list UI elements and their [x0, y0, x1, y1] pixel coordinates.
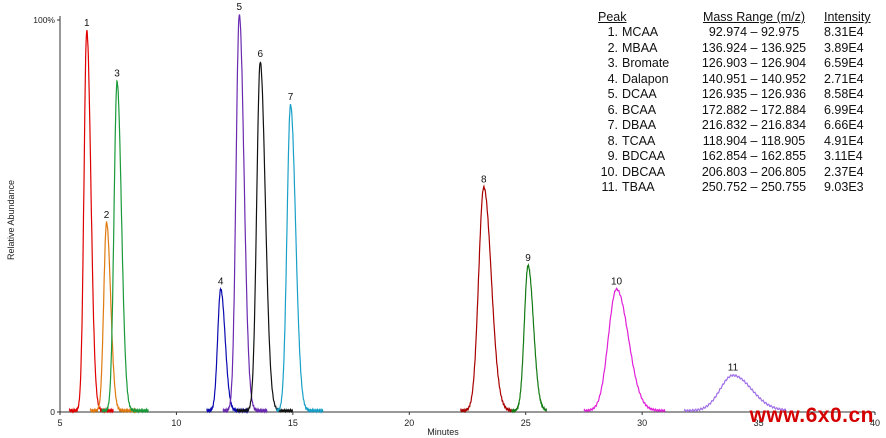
peak-trace-10: [583, 287, 666, 413]
peak-table-row: 3. Bromate 126.903 – 126.904 6.59E4: [598, 56, 880, 72]
mass-range-value: 216.832 – 216.834: [701, 118, 807, 132]
peak-number: 7.: [607, 118, 618, 132]
x-tick-label: 30: [637, 418, 647, 428]
analyte-name: Bromate: [622, 56, 670, 70]
peak-number: 8.: [607, 133, 618, 148]
analyte-name: BDCAA: [622, 149, 666, 163]
mass-range-value: 172.882 – 172.884: [701, 102, 807, 117]
peak-trace-11: [683, 373, 787, 413]
intensity-value: 6.99E4: [824, 102, 864, 117]
x-axis-label: Minutes: [427, 427, 459, 437]
peak-label-10: 10: [611, 276, 623, 287]
analyte-name: DCAA: [622, 87, 657, 101]
y-axis-label: Relative Abundance: [6, 180, 16, 260]
intensity-value: 2.37E4: [824, 164, 864, 179]
peak-table-row: 4. Dalapon 140.951 – 140.952 2.71E4: [598, 72, 880, 88]
peak-label-7: 7: [288, 92, 294, 103]
peak-label-9: 9: [525, 253, 531, 264]
analyte-name: Dalapon: [622, 71, 669, 86]
mass-range-value: 162.854 – 162.855: [701, 149, 807, 163]
peak-number: 1.: [607, 25, 618, 39]
peak-label-3: 3: [114, 69, 120, 80]
peak-label-4: 4: [218, 276, 224, 287]
x-tick-label: 10: [171, 418, 181, 428]
peak-header: Peak: [598, 10, 627, 24]
peak-trace-8: [459, 184, 512, 414]
peak-number: 2.: [607, 40, 618, 55]
peak-number: 11.: [601, 180, 618, 194]
mass-range-value: 126.903 – 126.904: [701, 56, 807, 70]
intensity-value: 9.03E3: [824, 180, 864, 194]
peak-table-row: 10. DBCAA 206.803 – 206.805 2.37E4: [598, 165, 880, 181]
peak-trace-5: [222, 14, 268, 414]
peak-table: Peak Mass Range (m/z) Intensity 1. MCAA 92…: [598, 10, 880, 196]
peak-table-row: 11. TBAA 250.752 – 250.755 9.03E3: [598, 180, 880, 196]
peak-trace-9: [511, 262, 547, 414]
mass-range-value: 118.904 – 118.905: [702, 133, 806, 148]
x-tick-label: 20: [404, 418, 414, 428]
mass-range-value: 140.951 – 140.952: [701, 71, 807, 86]
x-tick-label: 25: [521, 418, 531, 428]
peak-number: 10.: [600, 164, 618, 179]
peak-number: 9.: [607, 149, 618, 163]
y-tick-label: 0: [50, 407, 55, 417]
peak-label-8: 8: [481, 175, 487, 186]
peak-table-row: 9. BDCAA 162.854 – 162.855 3.11E4: [598, 149, 880, 165]
x-tick-label: 5: [57, 418, 62, 428]
analyte-name: DBAA: [622, 118, 657, 132]
analyte-name: TBAA: [622, 180, 655, 194]
peak-number: 3.: [607, 56, 618, 70]
analyte-name: MCAA: [622, 25, 659, 39]
peak-table-row: 1. MCAA 92.974 – 92.975 8.31E4: [598, 25, 880, 41]
intensity-value: 2.71E4: [824, 71, 864, 86]
mass-range-value: 206.803 – 206.805: [701, 164, 807, 179]
peak-number: 5.: [607, 87, 618, 101]
peak-label-6: 6: [257, 49, 263, 60]
peak-trace-7: [276, 103, 324, 414]
y-tick-label: 100%: [33, 15, 55, 25]
mass-range-value: 136.924 – 136.925: [701, 40, 807, 55]
mass-range-value: 250.752 – 250.755: [701, 180, 807, 194]
peak-label-11: 11: [728, 363, 739, 374]
peak-table-row: 2. MBAA 136.924 – 136.925 3.89E4: [598, 41, 880, 57]
x-tick-label: 15: [288, 418, 298, 428]
mass-range-value: 92.974 – 92.975: [708, 25, 800, 39]
mass-range-value: 126.935 – 126.936: [701, 87, 807, 101]
peak-table-header: Peak Mass Range (m/z) Intensity: [598, 10, 880, 25]
peak-labels: 1 2 3 4 5 6 7 8 9 10 11: [84, 2, 739, 374]
chromatogram-peaks: [68, 14, 787, 414]
intensity-value: 3.11E4: [824, 149, 863, 163]
peak-trace-6: [236, 61, 294, 414]
x-tick-label: 35: [754, 418, 764, 428]
intensity-value: 8.31E4: [824, 25, 864, 39]
intensity-value: 8.58E4: [824, 87, 864, 101]
intensity-value: 6.59E4: [824, 56, 864, 70]
intensity-header: Intensity: [824, 10, 871, 24]
x-tick-label: 40: [870, 418, 880, 428]
peak-trace-1: [68, 30, 114, 414]
intensity-value: 4.91E4: [824, 133, 864, 148]
peak-number: 6.: [607, 102, 618, 117]
peak-number: 4.: [607, 71, 618, 86]
peak-trace-3: [101, 79, 149, 414]
peak-trace-4: [206, 286, 249, 414]
chart-axes: 5 10 15 20 25 30 35 40 0 100%: [33, 15, 880, 428]
peak-label-5: 5: [237, 2, 243, 13]
peak-table-row: 5. DCAA 126.935 – 126.936 8.58E4: [598, 87, 880, 103]
analyte-name: TCAA: [622, 133, 656, 148]
peak-trace-2: [89, 221, 138, 414]
peak-table-row: 7. DBAA 216.832 – 216.834 6.66E4: [598, 118, 880, 134]
analyte-name: BCAA: [622, 102, 657, 117]
analyte-name: MBAA: [622, 40, 658, 55]
peak-table-row: 8. TCAA 118.904 – 118.905 4.91E4: [598, 134, 880, 150]
peak-table-row: 6. BCAA 172.882 – 172.884 6.99E4: [598, 103, 880, 119]
mass-range-header: Mass Range (m/z): [702, 10, 806, 24]
intensity-value: 6.66E4: [824, 118, 864, 132]
peak-label-1: 1: [84, 18, 90, 29]
analyte-name: DBCAA: [622, 164, 666, 179]
intensity-value: 3.89E4: [824, 40, 864, 55]
peak-label-2: 2: [104, 210, 110, 221]
watermark-logo: www.6x0.cn: [749, 404, 874, 427]
